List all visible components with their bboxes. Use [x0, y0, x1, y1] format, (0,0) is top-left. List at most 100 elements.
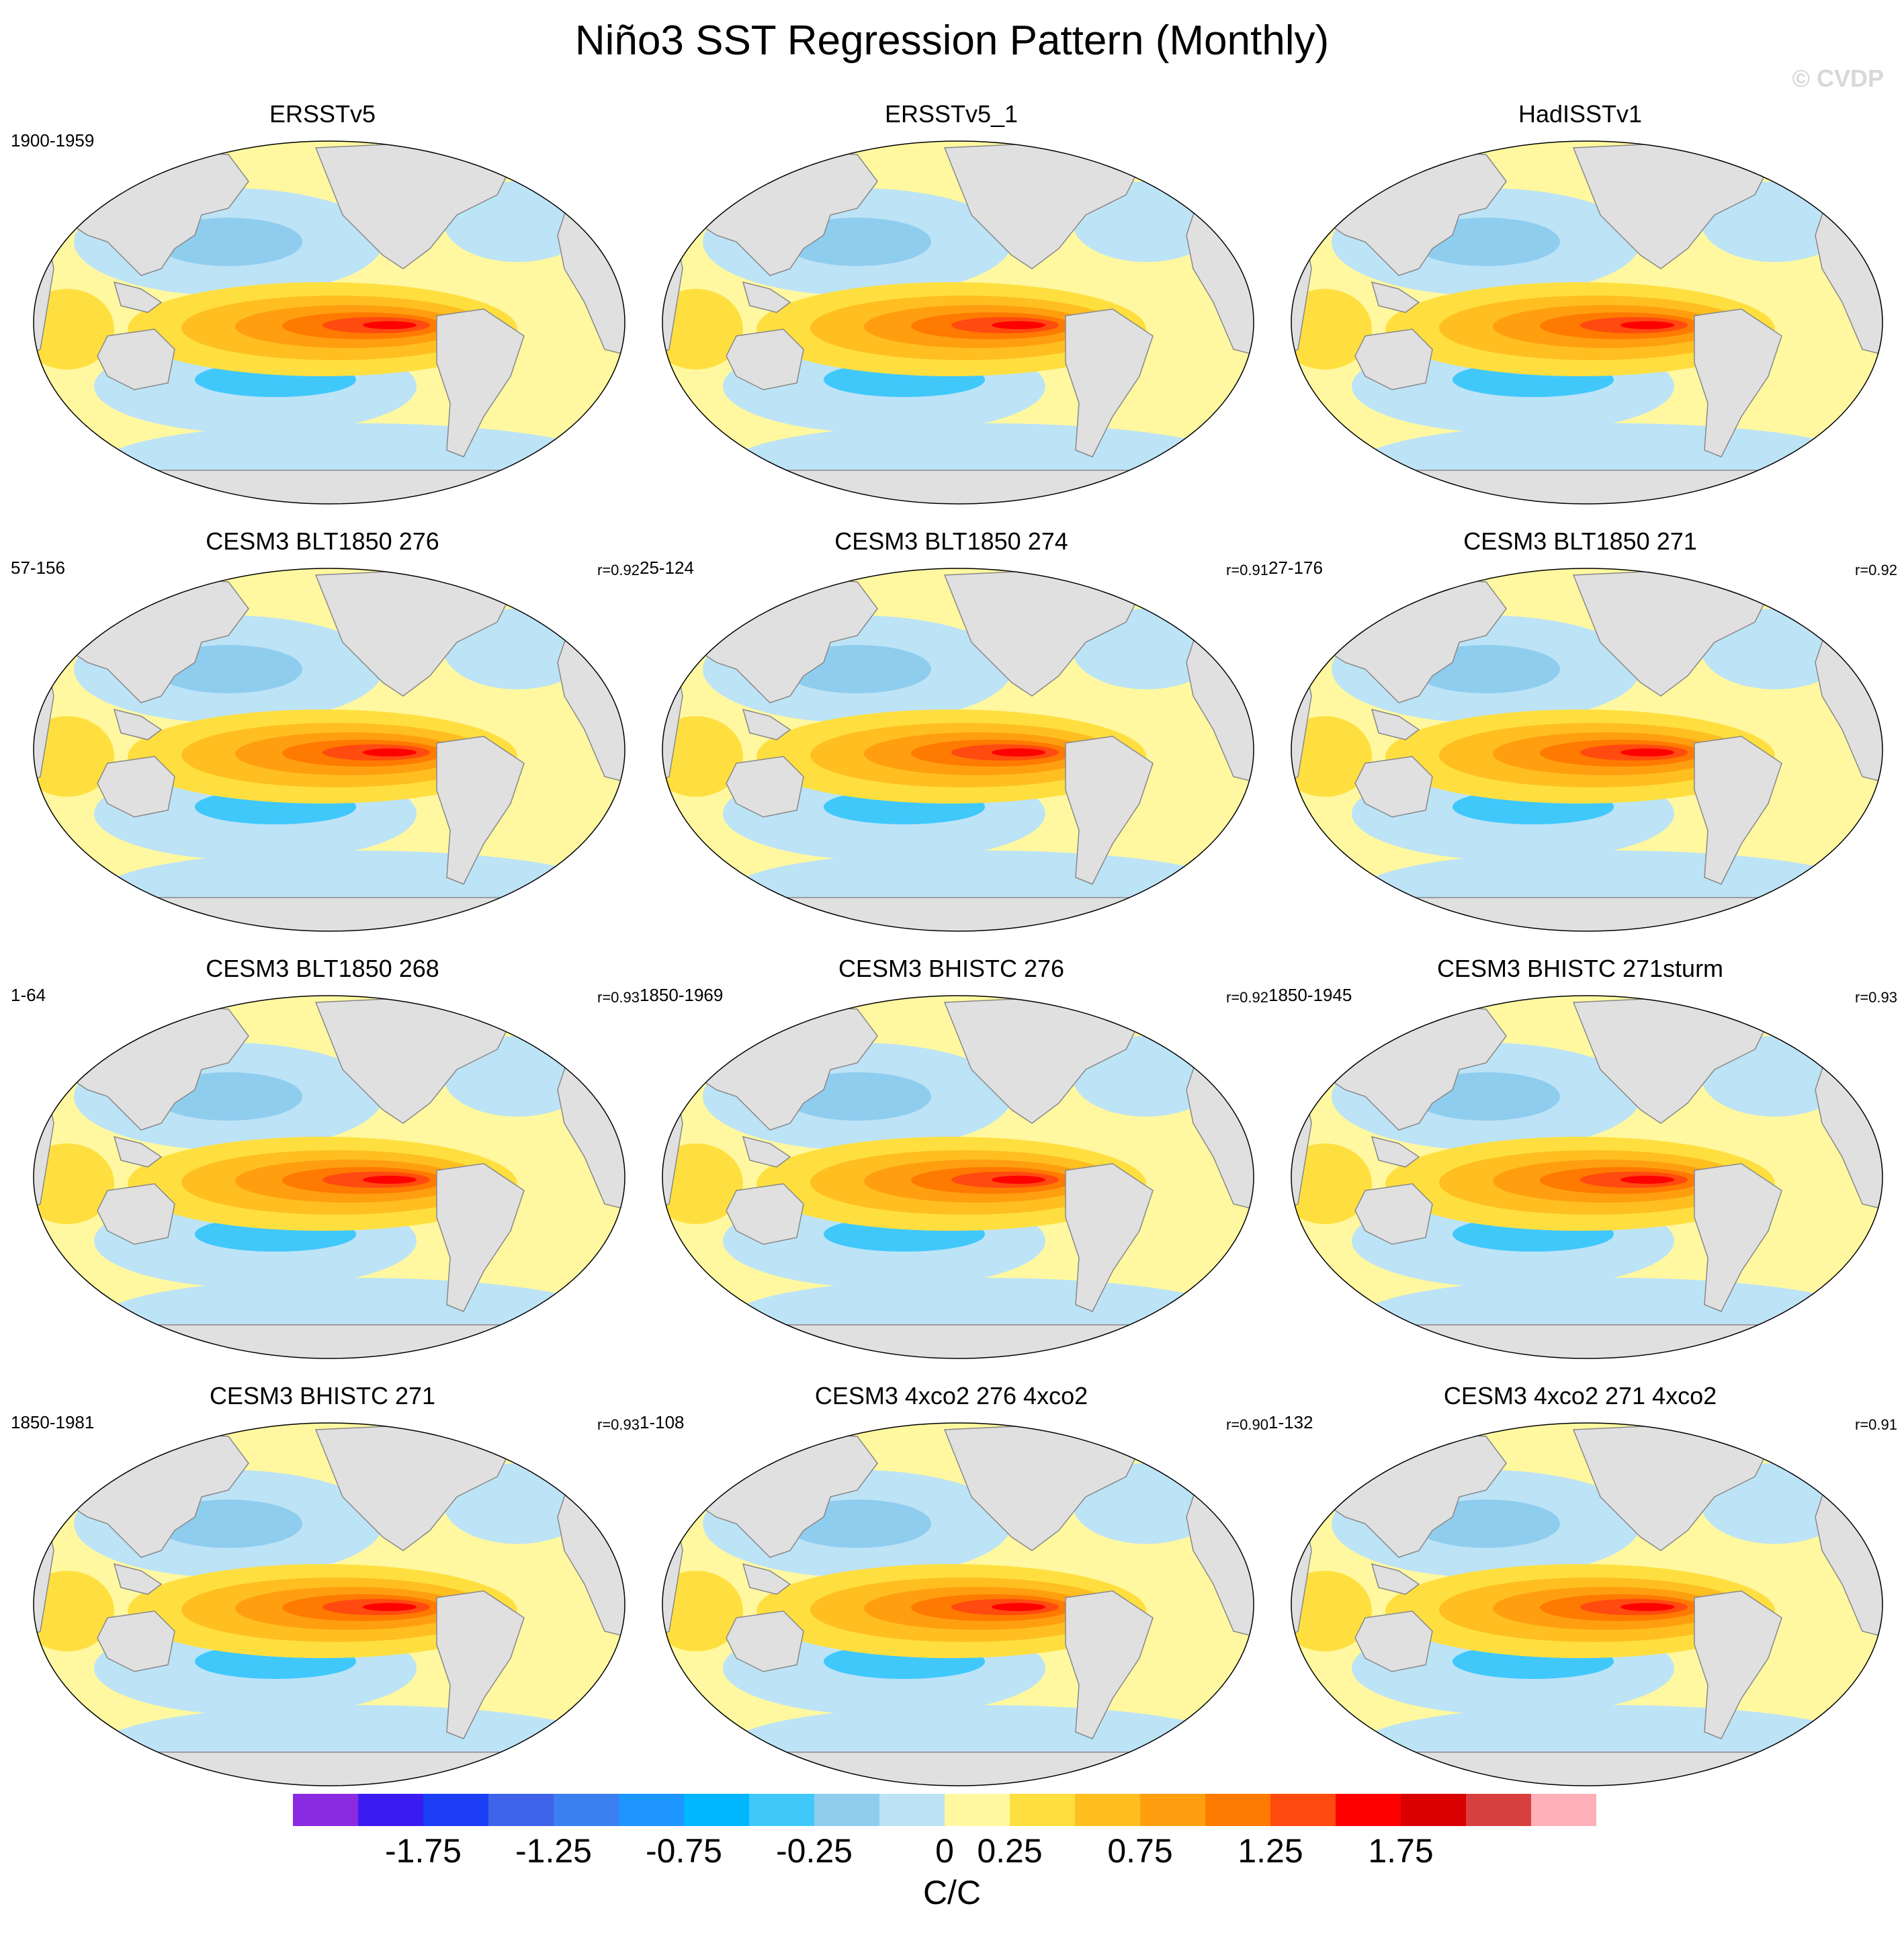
- land-australia: [1354, 1610, 1433, 1672]
- land-maritime-continent: [1371, 1563, 1420, 1595]
- land-antarctica: [1291, 897, 1883, 931]
- land-south-america: [1065, 1163, 1154, 1312]
- colorbar-tick-label: -0.25: [776, 1832, 853, 1870]
- map-panel: ERSSTv5 1900-1959: [0, 101, 645, 531]
- land-australia: [97, 1183, 175, 1245]
- world-map: [662, 568, 1254, 932]
- panel-years: 1850-1945: [1268, 985, 1352, 1005]
- land-south-america: [1694, 308, 1782, 458]
- nino-tongue-core: [363, 1176, 417, 1184]
- map-border: [1291, 995, 1883, 1359]
- nino-tongue-core: [992, 321, 1045, 329]
- land-maritime-continent: [113, 1135, 163, 1168]
- panel-years: 1850-1969: [640, 985, 724, 1005]
- panel-title: CESM3 BLT1850 268: [206, 955, 439, 982]
- land-south-america: [436, 308, 525, 458]
- world-map: [662, 995, 1254, 1359]
- land-south-america: [1065, 308, 1154, 458]
- colorbar-swatch: [945, 1794, 1010, 1826]
- colorbar-swatch: [749, 1794, 814, 1826]
- panel-title: CESM3 BLT1850 274: [834, 527, 1068, 555]
- land-australia: [1354, 756, 1433, 818]
- map-border: [33, 140, 625, 505]
- map-panel: HadISSTv1: [1258, 101, 1903, 531]
- land-antarctica: [1291, 1751, 1883, 1786]
- map-panel: ERSSTv5_1: [629, 101, 1274, 531]
- colorbar-swatch: [619, 1794, 684, 1826]
- map-border: [662, 995, 1254, 1359]
- colorbar-swatch: [358, 1794, 423, 1826]
- colorbar-swatch: [488, 1794, 554, 1826]
- map-panel: CESM3 4xco2 276 4xco2 1-108 r=0.90: [629, 1383, 1274, 1813]
- world-map: [1291, 1422, 1883, 1786]
- nino-tongue-core: [1620, 748, 1674, 756]
- colorbar-swatch: [1401, 1794, 1466, 1826]
- world-map: [662, 140, 1254, 505]
- panel-years: 1-108: [640, 1412, 685, 1432]
- map-border: [1291, 1422, 1883, 1786]
- land-south-america: [1694, 736, 1782, 885]
- land-maritime-continent: [1371, 1135, 1420, 1168]
- panel-title: CESM3 BLT1850 271: [1463, 527, 1697, 555]
- land-australia: [726, 756, 804, 818]
- panel-pattern-correlation: r=0.91: [1855, 1416, 1897, 1433]
- figure-title: Niño3 SST Regression Pattern (Monthly): [574, 17, 1330, 64]
- panel-pattern-correlation: r=0.93: [597, 989, 640, 1006]
- panel-years: 1-132: [1268, 1412, 1313, 1432]
- map-border: [1291, 140, 1883, 505]
- colorbar-swatch: [684, 1794, 749, 1826]
- colorbar-swatch: [423, 1794, 488, 1826]
- map-border: [662, 140, 1254, 505]
- land-antarctica: [662, 470, 1254, 504]
- panel-title: CESM3 BLT1850 276: [206, 527, 439, 555]
- panel-years: 1850-1981: [11, 1412, 95, 1432]
- land-australia: [97, 1610, 175, 1672]
- land-south-america: [1065, 1590, 1154, 1739]
- panel-title: HadISSTv1: [1518, 100, 1643, 128]
- colorbar-tick-label: 1.75: [1368, 1832, 1434, 1870]
- world-map: [33, 568, 625, 932]
- land-antarctica: [1291, 1324, 1883, 1358]
- nino-tongue-core: [992, 748, 1045, 756]
- land-antarctica: [1291, 470, 1883, 504]
- land-australia: [97, 329, 175, 390]
- map-border: [33, 995, 625, 1359]
- land-antarctica: [662, 897, 1254, 931]
- land-antarctica: [34, 1324, 625, 1358]
- panel-title: CESM3 BHISTC 276: [838, 955, 1065, 982]
- colorbar-swatch: [1010, 1794, 1075, 1826]
- land-antarctica: [662, 1324, 1254, 1358]
- land-antarctica: [662, 1751, 1254, 1786]
- panel-title: CESM3 4xco2 276 4xco2: [814, 1382, 1088, 1410]
- map-border: [662, 568, 1254, 932]
- colorbar-swatch: [293, 1794, 358, 1826]
- nino-tongue-core: [992, 1603, 1045, 1611]
- colorbar-swatch: [1531, 1794, 1596, 1826]
- land-south-america: [436, 736, 525, 885]
- map-border: [662, 1422, 1254, 1786]
- land-south-america: [1065, 736, 1154, 885]
- land-australia: [1354, 329, 1433, 390]
- land-maritime-continent: [1371, 281, 1420, 313]
- colorbar-swatch: [1140, 1794, 1205, 1826]
- panel-title: ERSSTv5: [269, 100, 376, 128]
- land-maritime-continent: [742, 281, 791, 313]
- world-map: [662, 1422, 1254, 1786]
- world-map: [1291, 995, 1883, 1359]
- panel-pattern-correlation: r=0.93: [597, 1416, 640, 1433]
- panel-pattern-correlation: r=0.90: [1226, 1416, 1268, 1433]
- panel-title: CESM3 BHISTC 271sturm: [1436, 955, 1724, 982]
- world-map: [33, 140, 625, 505]
- map-panel: CESM3 BHISTC 271sturm 1850-1945 r=0.93: [1258, 955, 1903, 1385]
- map-border: [33, 568, 625, 932]
- colorbar-tick-label: 0.25: [977, 1832, 1043, 1870]
- nino-tongue-core: [1620, 321, 1674, 329]
- map-panel: CESM3 BLT1850 271 27-176 r=0.92: [1258, 528, 1903, 958]
- map-border: [1291, 568, 1883, 932]
- land-south-america: [436, 1590, 525, 1739]
- colorbar-tick-label: 0: [935, 1832, 954, 1870]
- map-border: [33, 1422, 625, 1786]
- nino-tongue-core: [363, 321, 417, 329]
- panel-years: 1900-1959: [11, 130, 95, 150]
- land-australia: [726, 1610, 804, 1672]
